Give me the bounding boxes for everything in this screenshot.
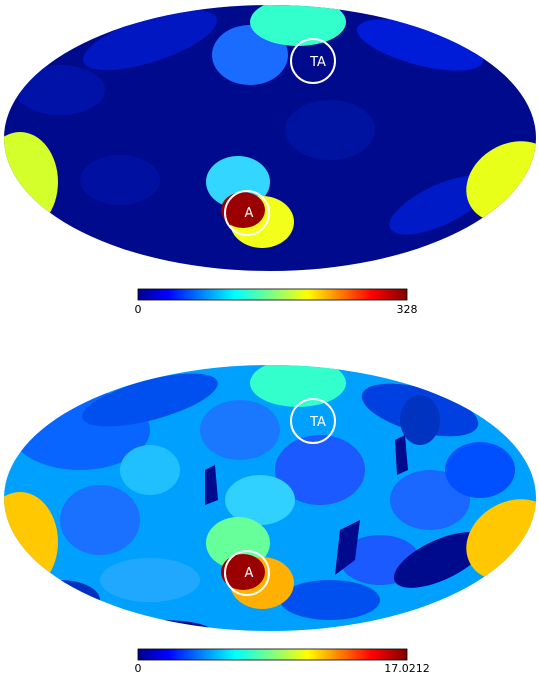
bottom-colorbar: 0 17.0212 [135, 648, 430, 675]
top-colorbar: 0 328 [135, 288, 418, 316]
bottom-colorbar-min: 0 [135, 662, 142, 675]
marker-a-circle [224, 550, 270, 596]
top-colorbar-min: 0 [135, 303, 142, 316]
marker-ta-circle [290, 38, 336, 84]
top-sky-map: TA A [4, 5, 536, 271]
marker-a-label: A [245, 566, 254, 581]
marker-a-circle [224, 190, 270, 236]
marker-ta-label: TA [309, 415, 326, 430]
marker-ta-label: TA [309, 55, 326, 70]
marker-ta-circle [290, 398, 336, 444]
top-colorbar-max: 328 [397, 303, 418, 316]
bottom-sky-map: TA A [4, 365, 536, 631]
marker-a-label: A [245, 206, 254, 221]
bottom-colorbar-max: 17.0212 [384, 662, 430, 675]
